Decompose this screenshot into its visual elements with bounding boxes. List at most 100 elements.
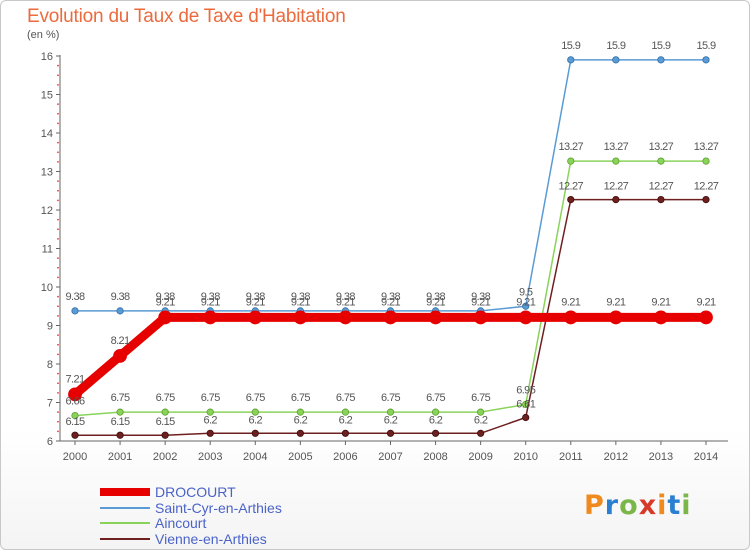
data-point [657, 196, 665, 204]
x-tick-label: 2012 [604, 451, 628, 463]
data-label: 15.9 [696, 40, 715, 52]
x-tick-label: 2002 [153, 451, 177, 463]
y-minor-tick [57, 237, 59, 240]
y-minor-tick [57, 64, 59, 67]
data-point [71, 307, 79, 315]
data-label: 6.75 [201, 392, 220, 404]
logo-letter: i [681, 490, 692, 521]
x-tick-label: 2000 [63, 451, 87, 463]
data-label: 6.75 [336, 392, 355, 404]
y-minor-tick [57, 391, 59, 394]
data-point [341, 408, 350, 416]
data-label: 9.38 [471, 291, 490, 303]
data-label: 6.2 [384, 414, 398, 426]
y-minor-tick [57, 353, 59, 356]
data-label: 9.38 [291, 291, 310, 303]
data-label: 6.75 [471, 392, 490, 404]
data-point [654, 310, 668, 325]
legend-label: Aincourt [155, 515, 207, 531]
chart-subtitle: (en %) [27, 29, 60, 41]
data-label: 9.38 [156, 291, 175, 303]
data-point [428, 310, 443, 325]
data-label: 9.38 [111, 291, 130, 303]
data-label: 9.21 [696, 296, 715, 308]
data-label: 15.9 [561, 40, 580, 52]
y-minor-tick [57, 334, 59, 337]
y-minor-tick [57, 430, 59, 433]
y-minor-tick [57, 151, 59, 154]
data-label: 6.15 [111, 416, 130, 428]
data-point [251, 429, 259, 437]
data-point [431, 408, 440, 416]
data-label: 9.21 [291, 296, 310, 308]
series-line-0 [70, 312, 711, 399]
y-tick-label: 9 [47, 321, 53, 333]
data-point [68, 387, 82, 402]
data-point [702, 56, 710, 64]
y-tick-label: 12 [41, 205, 53, 217]
data-point [251, 408, 259, 416]
data-point [206, 408, 214, 416]
data-label: 9.38 [246, 291, 265, 303]
data-label: 13.27 [604, 141, 629, 153]
y-minor-tick [57, 314, 59, 317]
y-minor-tick [57, 372, 59, 375]
data-point [341, 429, 350, 437]
y-minor-tick [57, 295, 59, 298]
y-minor-tick [57, 218, 59, 221]
legend-label: DROCOURT [155, 484, 236, 500]
data-point [116, 408, 124, 416]
data-label: 9.21 [561, 296, 580, 308]
data-label: 6.66 [65, 396, 84, 408]
data-label: 12.27 [694, 181, 719, 193]
logo-letter: o [619, 490, 639, 521]
data-point [612, 56, 620, 64]
data-point [699, 310, 713, 325]
x-tick-label: 2004 [243, 451, 267, 463]
data-label: 9.5 [519, 286, 533, 298]
data-point [657, 157, 665, 165]
y-minor-tick [57, 411, 59, 414]
data-label: 9.21 [606, 296, 625, 308]
y-minor-tick [57, 266, 59, 269]
y-minor-tick [57, 276, 59, 279]
data-point [702, 196, 710, 204]
x-tick-label: 2006 [333, 451, 357, 463]
data-label: 6.15 [156, 416, 175, 428]
data-label: 6.75 [246, 392, 265, 404]
data-point [248, 310, 263, 325]
logo-letter: x [638, 490, 658, 521]
y-minor-tick [57, 74, 59, 77]
data-label: 8.21 [111, 335, 130, 347]
x-tick-label: 2007 [378, 451, 402, 463]
logo-letter: i [657, 490, 668, 521]
data-point [161, 431, 169, 439]
data-label: 9.38 [65, 291, 84, 303]
data-label: 6.2 [249, 414, 263, 426]
data-point [518, 310, 533, 325]
data-label: 15.9 [606, 40, 625, 52]
data-point [71, 431, 79, 439]
data-label: 9.21 [156, 296, 175, 308]
data-point [477, 408, 485, 416]
x-tick-label: 2013 [649, 451, 673, 463]
y-tick-label: 11 [42, 244, 53, 256]
data-label: 6.61 [516, 399, 535, 411]
y-minor-tick [57, 257, 59, 260]
logo-letter: t [667, 490, 682, 521]
data-point [296, 429, 304, 437]
data-label: 12.27 [649, 181, 674, 193]
data-label: 6.75 [156, 392, 175, 404]
data-label: 15.9 [651, 40, 670, 52]
data-label: 9.38 [336, 291, 355, 303]
data-label: 6.2 [339, 414, 353, 426]
data-label: 6.75 [291, 392, 310, 404]
legend-swatch [100, 538, 150, 540]
proxiti-logo: Proxiti [584, 490, 692, 521]
data-label: 6.2 [429, 414, 443, 426]
data-point [113, 349, 127, 363]
x-tick-label: 2008 [423, 451, 447, 463]
data-point [522, 302, 530, 310]
